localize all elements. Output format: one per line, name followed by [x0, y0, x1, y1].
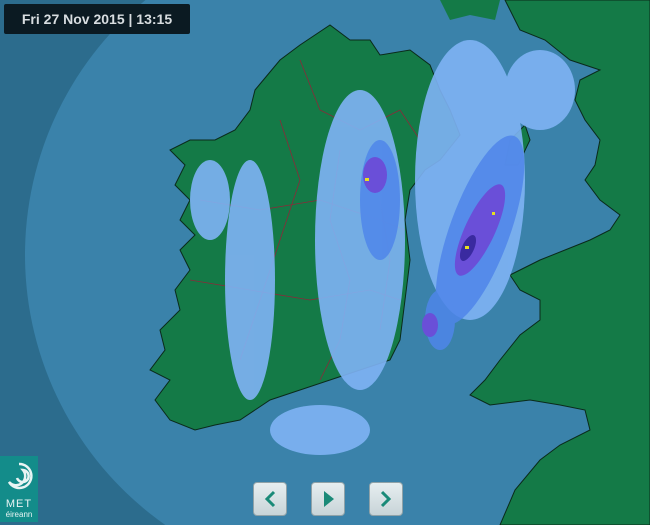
swirl-icon	[7, 462, 33, 490]
britain-landmass	[469, 0, 650, 525]
scotland-islands	[440, 0, 500, 20]
previous-button[interactable]	[253, 482, 287, 516]
chevron-right-icon	[380, 490, 392, 508]
timestamp-label: Fri 27 Nov 2015 | 13:15	[4, 4, 190, 34]
play-button[interactable]	[311, 482, 345, 516]
logo-text: MET	[5, 498, 33, 510]
met-eireann-logo: MET éireann	[0, 456, 38, 522]
rain-extreme	[365, 178, 495, 249]
chevron-left-icon	[264, 490, 276, 508]
logo-subtext: éireann	[5, 510, 33, 519]
next-button[interactable]	[369, 482, 403, 516]
play-icon	[324, 491, 334, 507]
